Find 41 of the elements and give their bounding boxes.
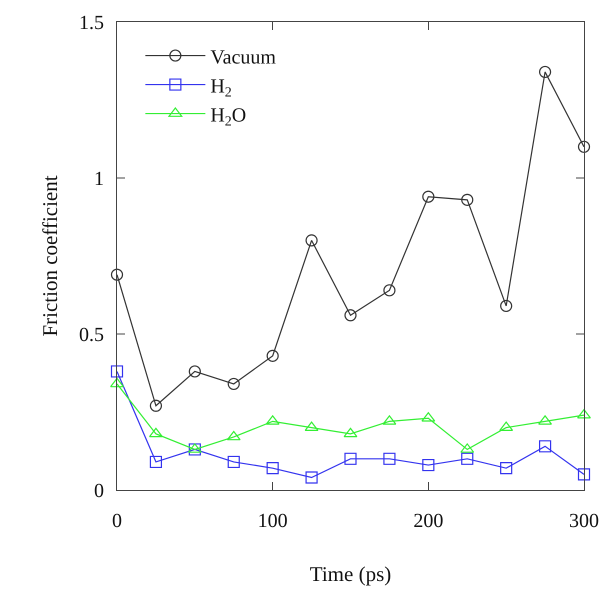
- point: [305, 471, 318, 484]
- point: [500, 300, 512, 312]
- y-tick-label: 1.5: [79, 12, 104, 34]
- point: [344, 309, 357, 322]
- point: [383, 452, 396, 465]
- point: [538, 440, 552, 452]
- x-axis-title: Time (ps): [310, 562, 392, 586]
- x-tick-label: 100: [258, 510, 288, 532]
- legend-label: H$_{2}$O: [210, 104, 246, 130]
- point: [266, 462, 279, 474]
- y-tick-label: 0.5: [79, 324, 104, 346]
- point: [228, 378, 240, 390]
- point: [110, 378, 124, 388]
- point: [422, 190, 434, 203]
- point: [344, 428, 358, 438]
- point: [344, 452, 357, 465]
- point: [150, 456, 162, 468]
- point: [305, 234, 318, 246]
- legend-label: H$_{2}$: [210, 75, 232, 101]
- y-tick-label: 1: [94, 168, 104, 190]
- point: [578, 468, 590, 480]
- point: [538, 66, 552, 78]
- x-tick-label: 0: [112, 510, 122, 532]
- x-tick-label: 200: [413, 510, 444, 532]
- point: [383, 284, 396, 296]
- point: [150, 400, 162, 412]
- point: [110, 268, 124, 281]
- point: [110, 365, 124, 378]
- point: [461, 452, 474, 465]
- legend-label: Vacuum: [210, 46, 276, 68]
- point: [266, 350, 279, 362]
- point: [228, 456, 240, 468]
- x-tick-label: 300: [569, 510, 599, 532]
- point: [188, 443, 201, 456]
- point: [461, 194, 474, 206]
- y-tick-label: 0: [94, 480, 104, 502]
- point: [188, 365, 201, 378]
- point: [578, 140, 590, 153]
- point: [422, 458, 434, 472]
- point: [500, 462, 512, 474]
- y-axis-title: Friction coefficient: [38, 175, 62, 337]
